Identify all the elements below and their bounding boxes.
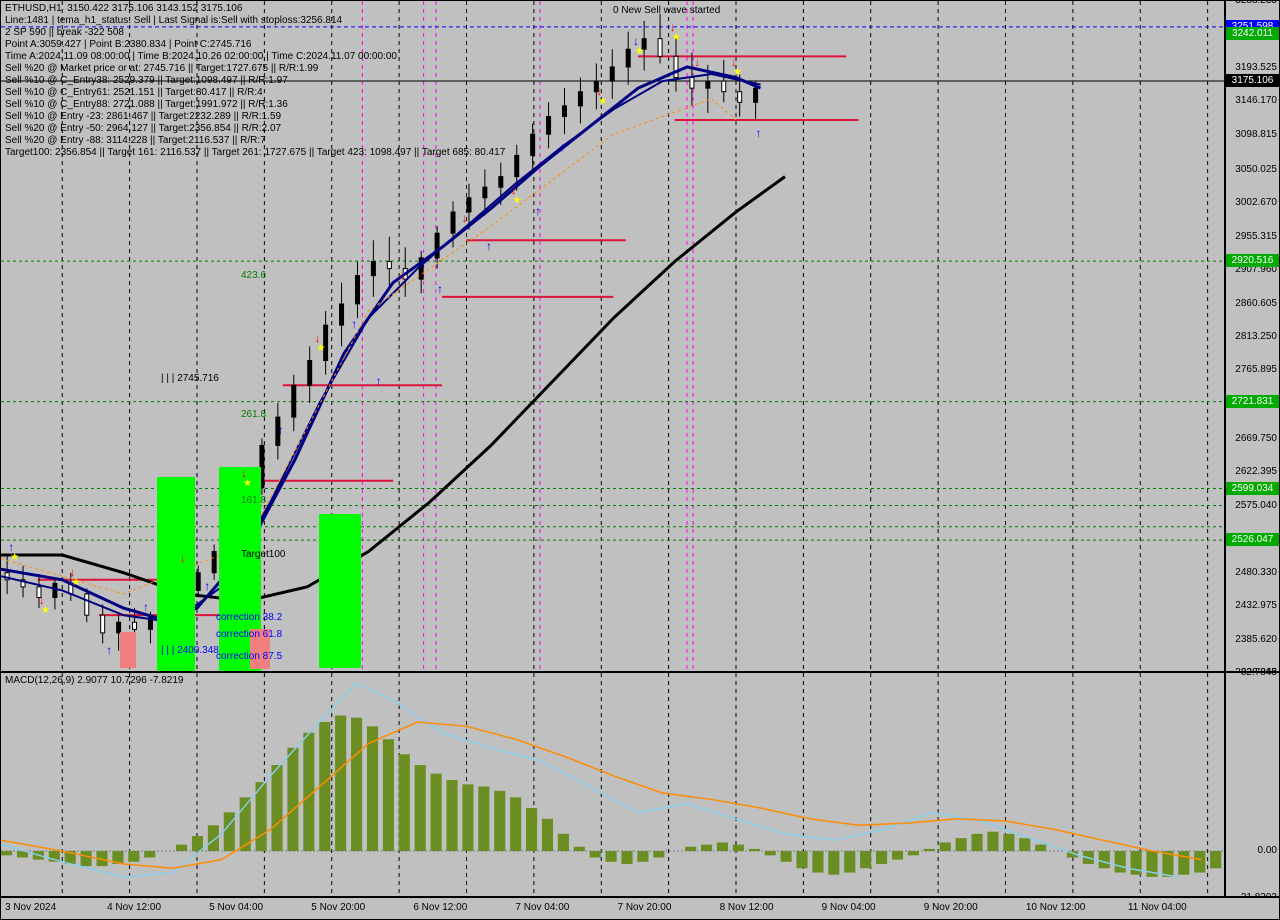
time-label: 9 Nov 20:00 [924, 902, 978, 913]
macd-label: MACD(12,26,9) 2.9077 10.7296 -7.8219 [5, 675, 183, 686]
symbol-header: ETHUSD,H1 3150.422 3175.106 3143.152 317… [5, 3, 242, 14]
time-label: 10 Nov 12:00 [1026, 902, 1086, 913]
price-tick: 3146.170 [1235, 95, 1277, 106]
price-tick: 3002.670 [1235, 197, 1277, 208]
time-label: 4 Nov 12:00 [107, 902, 161, 913]
price-tick: 2765.895 [1235, 364, 1277, 375]
info-line: Target100: 2356.854 || Target 161: 2116.… [5, 147, 505, 158]
price-label: 3175.106 [1226, 74, 1279, 87]
price-tick: 3050.025 [1235, 164, 1277, 175]
price-label: 2920.516 [1226, 254, 1279, 267]
info-line: Sell %10 @ C_Entry61: 2521.151 || Target… [5, 87, 263, 98]
time-label: 5 Nov 20:00 [311, 902, 365, 913]
time-label: 7 Nov 04:00 [515, 902, 569, 913]
price-tick: 2385.620 [1235, 634, 1277, 645]
time-label: 9 Nov 04:00 [822, 902, 876, 913]
price-label: 2721.831 [1226, 395, 1279, 408]
price-tick: 2860.605 [1235, 298, 1277, 309]
price-label: 2526.047 [1226, 533, 1279, 546]
info-line: Sell %20 @ Entry -50: 2964.127 || Target… [5, 123, 281, 134]
price-tick: 3193.525 [1235, 62, 1277, 73]
macd-tick: 82.7843 [1241, 667, 1277, 678]
info-line: Sell %10 @ Entry -23: 2861.467 || Target… [5, 111, 281, 122]
macd-tick: 0.00 [1258, 845, 1277, 856]
time-label: 8 Nov 12:00 [720, 902, 774, 913]
price-tick: 2432.975 [1235, 600, 1277, 611]
wave-label: 0 New Sell wave started [613, 5, 720, 16]
time-label: 3 Nov 2024 [5, 902, 56, 913]
price-axis: 3288.235 3193.525 3146.170 3098.815 3050.025… [1225, 0, 1280, 672]
time-label: 7 Nov 20:00 [618, 902, 672, 913]
price-tick: 2480.330 [1235, 567, 1277, 578]
info-line: Point A:3059.427 | Point B:2380.834 | Po… [5, 39, 252, 50]
time-axis: 3 Nov 2024 4 Nov 12:00 5 Nov 04:00 5 Nov 20… [0, 897, 1280, 920]
info-line: Line:1481 | tema_h1_status: Sell | Last … [5, 15, 342, 26]
info-line: Sell %10 @ C_Entry38: 2529.379 || Target… [5, 75, 288, 86]
price-tick: 2669.750 [1235, 433, 1277, 444]
price-tick: 2813.250 [1235, 331, 1277, 342]
price-tick: 2575.040 [1235, 500, 1277, 511]
price-tick: 2622.395 [1235, 466, 1277, 477]
macd-panel[interactable]: MACD(12,26,9) 2.9077 10.7296 -7.8219 [0, 672, 1225, 897]
price-label: 3242.011 [1226, 27, 1279, 40]
time-label: 5 Nov 04:00 [209, 902, 263, 913]
info-line: Time A:2024.11.09 08:00:00 | Time B:2024… [5, 51, 397, 62]
time-label: 6 Nov 12:00 [413, 902, 467, 913]
price-tick: 3288.235 [1235, 0, 1277, 6]
info-line: Sell %10 @ C_Entry88: 2721.088 || Target… [5, 99, 288, 110]
time-label: 11 Nov 04:00 [1128, 902, 1187, 913]
info-line: 2 SP 590 || break -322 508 [5, 27, 124, 38]
info-line: Sell %20 @ Entry -88: 3114.228 || Target… [5, 135, 266, 146]
macd-axis: 82.78430.00-21.8293 [1225, 672, 1280, 897]
price-label: 2599.034 [1226, 482, 1279, 495]
price-tick: 3098.815 [1235, 129, 1277, 140]
price-tick: 2955.315 [1235, 231, 1277, 242]
info-line: Sell %20 @ Market price or at: 2745.716 … [5, 63, 318, 74]
main-price-chart[interactable]: ↑★↓★↓★↑↑↓↑↓★↑↓★↑↑↓↑↓↑↓★↑↑↓★↓★↓★↓↓★↑423.6… [0, 0, 1225, 672]
